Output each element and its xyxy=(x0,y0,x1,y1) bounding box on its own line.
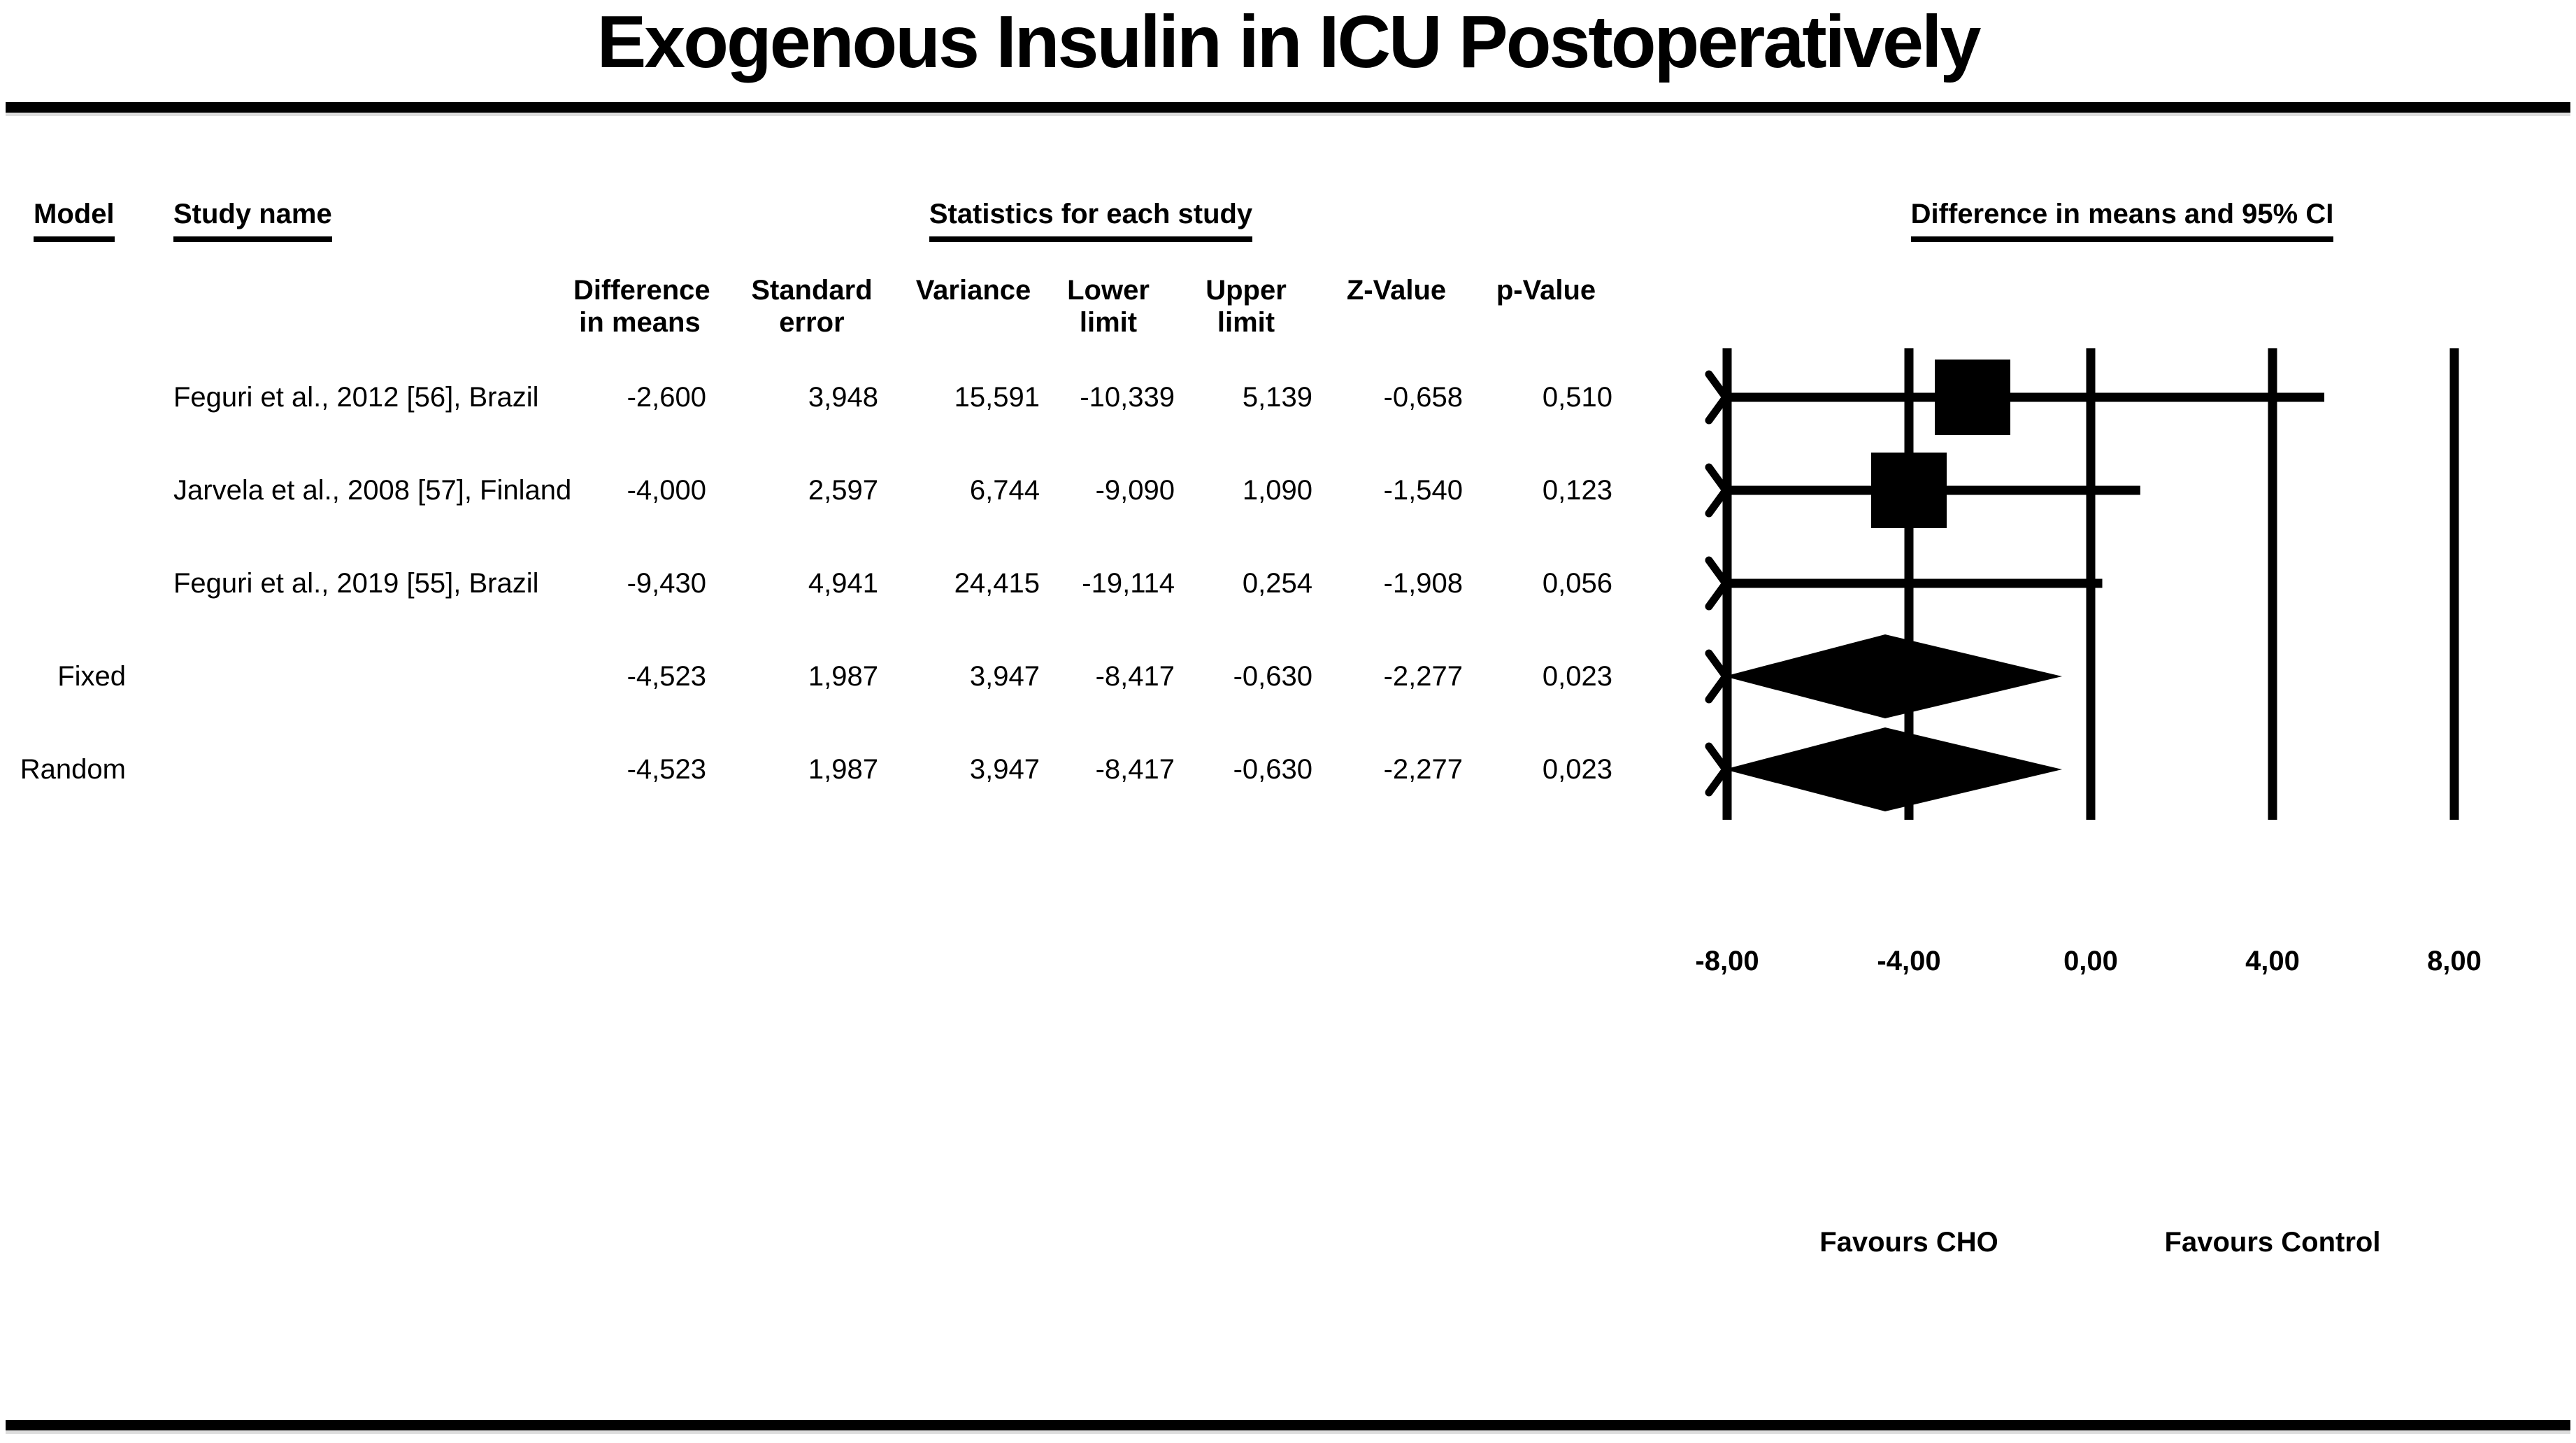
p-value-cell: 0,023 xyxy=(1542,754,1612,785)
study-name-cell: Feguri et al., 2012 [56], Brazil xyxy=(173,382,539,413)
standard-error-cell: 1,987 xyxy=(808,754,878,785)
z-value-cell: -2,277 xyxy=(1383,754,1463,785)
axis-tick-label: -4,00 xyxy=(1877,946,1941,976)
difference-in-means-cell: -9,430 xyxy=(627,568,706,599)
column-header-p-value: p-Value xyxy=(1496,275,1596,306)
difference-in-means-cell: -2,600 xyxy=(627,382,706,413)
upper-limit-cell: -0,630 xyxy=(1233,754,1312,785)
column-header-standard-error: Standard error xyxy=(751,275,873,338)
z-value-cell: -0,658 xyxy=(1383,382,1463,413)
variance-cell: 3,947 xyxy=(969,754,1040,785)
standard-error-cell: 3,948 xyxy=(808,382,878,413)
p-value-cell: 0,123 xyxy=(1542,475,1612,506)
model-cell: Random xyxy=(20,754,126,785)
estimate-square xyxy=(1871,453,1947,528)
clip-arrow-icon xyxy=(1705,370,1730,425)
difference-in-means-cell: -4,000 xyxy=(627,475,706,506)
z-value-cell: -2,277 xyxy=(1383,661,1463,692)
clip-arrow-icon xyxy=(1705,556,1730,611)
p-value-cell: 0,510 xyxy=(1542,382,1612,413)
standard-error-cell: 1,987 xyxy=(808,661,878,692)
header-statistics: Statistics for each study xyxy=(671,198,1510,242)
upper-limit-cell: -0,630 xyxy=(1233,661,1312,692)
pooled-diamond xyxy=(1724,727,2063,811)
variance-cell: 24,415 xyxy=(954,568,1040,599)
header-difference-ci: Difference in means and 95% CI xyxy=(1703,198,2542,242)
variance-cell: 3,947 xyxy=(969,661,1040,692)
p-value-cell: 0,056 xyxy=(1542,568,1612,599)
column-header-z-value: Z-Value xyxy=(1346,275,1447,306)
clip-arrow-icon xyxy=(1705,649,1730,704)
model-cell: Fixed xyxy=(57,661,126,692)
lower-limit-cell: -10,339 xyxy=(1080,382,1175,413)
bottom-divider-rule xyxy=(6,1420,2570,1430)
study-name-cell: Feguri et al., 2019 [55], Brazil xyxy=(173,568,539,599)
estimate-square xyxy=(1935,360,2010,435)
pooled-diamond xyxy=(1724,634,2063,718)
z-value-cell: -1,540 xyxy=(1383,475,1463,506)
upper-limit-cell: 0,254 xyxy=(1242,568,1312,599)
lower-limit-cell: -8,417 xyxy=(1095,754,1175,785)
axis-tick-label: 4,00 xyxy=(2245,946,2300,976)
variance-cell: 6,744 xyxy=(969,475,1040,506)
p-value-cell: 0,023 xyxy=(1542,661,1612,692)
axis-tick-label: 0,00 xyxy=(2063,946,2118,976)
favours-left-label: Favours CHO xyxy=(1819,1227,1998,1258)
upper-limit-cell: 5,139 xyxy=(1242,382,1312,413)
page-title: Exogenous Insulin in ICU Postoperatively xyxy=(596,1,1982,83)
column-header-difference-in-means: Difference in means xyxy=(573,275,710,338)
lower-limit-cell: -19,114 xyxy=(1082,568,1175,599)
z-value-cell: -1,908 xyxy=(1383,568,1463,599)
difference-in-means-cell: -4,523 xyxy=(627,661,706,692)
variance-cell: 15,591 xyxy=(954,382,1040,413)
study-name-cell: Jarvela et al., 2008 [57], Finland xyxy=(173,475,572,506)
lower-limit-cell: -9,090 xyxy=(1095,475,1175,506)
favours-right-label: Favours Control xyxy=(2164,1227,2381,1258)
lower-limit-cell: -8,417 xyxy=(1095,661,1175,692)
column-header-variance: Variance xyxy=(915,275,1031,306)
standard-error-cell: 4,941 xyxy=(808,568,878,599)
header-model: Model xyxy=(34,198,115,242)
standard-error-cell: 2,597 xyxy=(808,475,878,506)
top-divider-rule xyxy=(6,102,2570,113)
difference-in-means-cell: -4,523 xyxy=(627,754,706,785)
clip-arrow-icon xyxy=(1705,742,1730,797)
column-header-upper-limit: Upper limit xyxy=(1205,275,1287,338)
clip-arrow-icon xyxy=(1705,463,1730,518)
axis-tick-label: -8,00 xyxy=(1695,946,1759,976)
column-header-lower-limit: Lower limit xyxy=(1067,275,1150,338)
header-study-name: Study name xyxy=(173,198,332,242)
upper-limit-cell: 1,090 xyxy=(1242,475,1312,506)
axis-tick-label: 8,00 xyxy=(2427,946,2482,976)
